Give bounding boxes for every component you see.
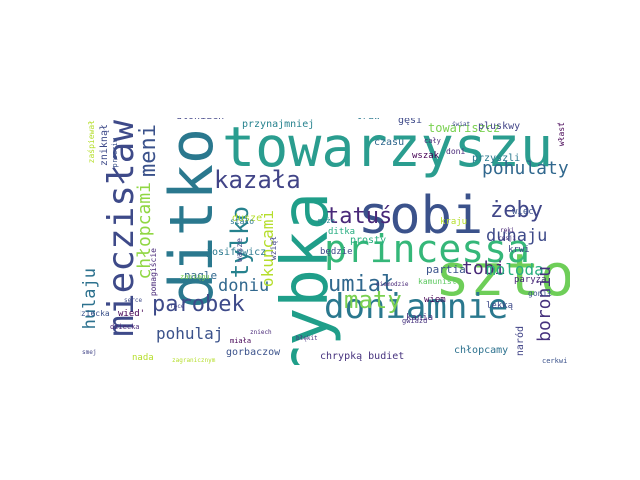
word: tobi bbox=[462, 258, 506, 279]
word: dziecka bbox=[110, 323, 140, 331]
word: meni bbox=[136, 124, 161, 177]
word: przyszli bbox=[472, 153, 521, 164]
word: gwiazd bbox=[402, 317, 428, 325]
word: przynajmniej bbox=[242, 119, 315, 130]
word: dusze bbox=[232, 213, 263, 224]
word: zaśpiewał bbox=[87, 120, 96, 164]
word: serce bbox=[124, 297, 143, 304]
word: princessa bbox=[324, 227, 530, 271]
word: josifowicz bbox=[206, 247, 267, 258]
word: chłopcamy bbox=[454, 345, 509, 356]
word: zasiągu bbox=[180, 273, 210, 281]
word: smej bbox=[82, 349, 97, 356]
word: towariszcz bbox=[428, 121, 501, 135]
word: tatuś bbox=[326, 204, 393, 229]
word: umiał bbox=[328, 272, 395, 297]
word: żeby bbox=[490, 198, 543, 223]
word: prosty bbox=[350, 235, 387, 246]
word: stało bbox=[230, 217, 255, 226]
word: doni bbox=[446, 147, 466, 156]
word: kamunist bbox=[418, 277, 457, 286]
word: dłoniach bbox=[176, 118, 224, 122]
word: niemodzie bbox=[376, 281, 409, 288]
word: przeciw bbox=[111, 138, 119, 168]
word: świat bbox=[452, 121, 471, 128]
word: ditka bbox=[328, 227, 356, 237]
word: zagranicznym bbox=[172, 357, 216, 364]
word: wied' bbox=[118, 309, 146, 319]
word: dunaju bbox=[486, 226, 548, 246]
word: gonił bbox=[528, 289, 553, 298]
word: cerkwi bbox=[542, 357, 568, 365]
word: traw bbox=[356, 118, 380, 122]
word: pohulaj bbox=[156, 324, 224, 343]
word: będzie bbox=[320, 247, 353, 257]
word: gorbaczow bbox=[226, 347, 281, 358]
word: paryża bbox=[514, 275, 547, 285]
word: towarzyszu bbox=[222, 118, 554, 179]
word: nagle bbox=[184, 269, 218, 282]
word: wiem bbox=[424, 295, 446, 305]
word: partia bbox=[426, 263, 466, 276]
word: wziął bbox=[269, 236, 278, 261]
word: kazała bbox=[214, 166, 301, 194]
word: zniknął bbox=[99, 124, 110, 167]
word: ręki bbox=[500, 227, 515, 234]
word: parobek bbox=[152, 292, 245, 317]
word: wasze bbox=[235, 238, 244, 263]
word: pomagiście bbox=[149, 248, 158, 297]
word: nada bbox=[132, 353, 154, 363]
word: czasu bbox=[374, 137, 405, 148]
word: cały bbox=[424, 137, 441, 145]
word: kraju bbox=[440, 217, 468, 227]
word: lekką bbox=[486, 301, 514, 311]
word: moloda bbox=[486, 260, 544, 279]
word-cloud: towarzyszu ditko rybka sobi szto mieczis… bbox=[80, 118, 570, 365]
word: kania bbox=[406, 313, 434, 323]
word: błękit bbox=[296, 335, 318, 342]
word: szto bbox=[435, 241, 570, 309]
word: sobi bbox=[358, 186, 484, 246]
word: ręce bbox=[170, 303, 185, 310]
word: wszak bbox=[412, 151, 440, 161]
word: hulaju bbox=[80, 268, 100, 330]
word: rosji bbox=[498, 235, 517, 242]
word: może bbox=[318, 217, 335, 225]
word: krwi bbox=[508, 245, 530, 255]
word: naród bbox=[515, 326, 526, 357]
word: dziecka bbox=[80, 309, 110, 318]
word: doniamnie bbox=[324, 287, 509, 327]
word: doniu bbox=[218, 276, 270, 296]
word: pluskwy bbox=[478, 121, 521, 132]
word: pohulaty bbox=[482, 158, 569, 179]
word: zniech bbox=[250, 329, 272, 336]
word: własť bbox=[557, 122, 566, 147]
word: gęsi bbox=[398, 118, 423, 126]
word: maty bbox=[344, 286, 402, 314]
word: więc bbox=[512, 207, 534, 217]
word: chrypką budiet bbox=[320, 351, 405, 362]
word: miała bbox=[230, 337, 252, 345]
